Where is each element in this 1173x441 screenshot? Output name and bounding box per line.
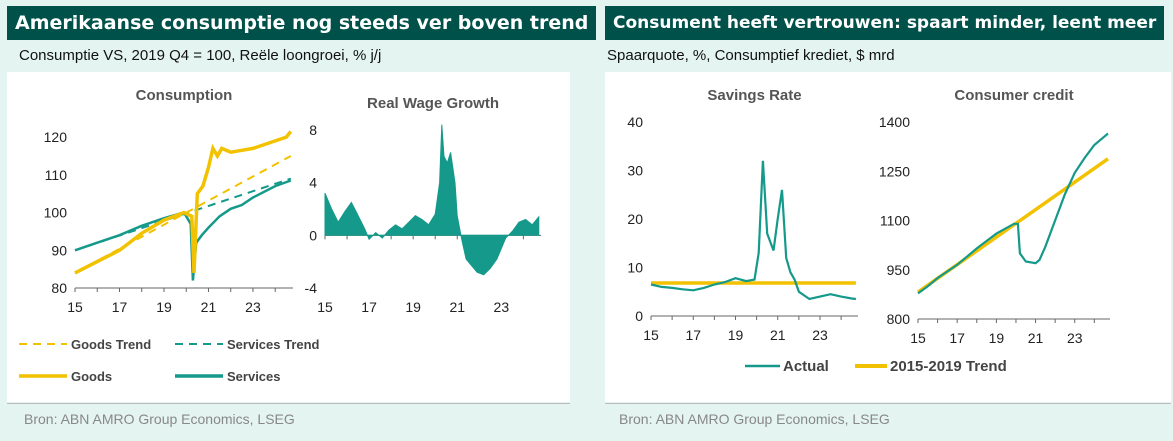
savings-ytick-label: 30 [627, 163, 643, 179]
left-separator [7, 403, 570, 404]
credit-title: Consumer credit [954, 87, 1073, 104]
consumption-ytick-label: 120 [44, 129, 68, 145]
savings-ytick-label: 20 [627, 211, 643, 227]
consumption-ytick-label: 90 [51, 242, 67, 258]
realwage-xtick-label: 21 [449, 299, 465, 315]
series-line-goods [74, 130, 293, 275]
consumption-title: Consumption [136, 87, 233, 104]
credit-xtick-label: 21 [1028, 330, 1044, 346]
realwage-ytick-label: 0 [309, 227, 317, 243]
realwage-area [324, 124, 540, 276]
right-subtitle: Spaarquote, %, Consumptief krediet, $ mr… [607, 47, 895, 64]
savings-ytick-label: 0 [635, 308, 643, 324]
right-separator [605, 403, 1171, 404]
realwage-xtick-label: 15 [317, 299, 333, 315]
savings-xtick-label: 19 [728, 327, 744, 343]
legend-label: Goods [71, 369, 112, 384]
left-chart-area: Consumption 80 90 100 110 120 15 17 19 21 23 Goods … [7, 72, 570, 402]
legend-label: Services [227, 369, 281, 384]
right-panel: Consument heeft vertrouwen: spaart minde… [600, 0, 1173, 441]
left-source: Bron: ABN AMRO Group Economics, LSEG [24, 411, 295, 427]
savings-xtick-label: 21 [770, 327, 786, 343]
consumption-xtick-label: 21 [201, 299, 217, 315]
realwage-xtick-label: 19 [405, 299, 421, 315]
left-panel: Amerikaanse consumptie nog steeds ver bo… [0, 0, 597, 441]
legend-label: Services Trend [227, 337, 320, 352]
savings-xtick-label: 15 [643, 327, 659, 343]
credit-ytick-label: 1100 [880, 213, 910, 229]
savings-title: Savings Rate [707, 87, 801, 104]
left-banner: Amerikaanse consumptie nog steeds ver bo… [7, 6, 597, 40]
savings-ytick-label: 40 [627, 114, 643, 130]
right-chart-area: Savings Rate 0 10 20 30 40 15 17 19 21 23 Consumer … [605, 72, 1171, 402]
consumption-xtick-label: 23 [245, 299, 261, 315]
savings-xtick-label: 23 [812, 327, 828, 343]
consumption-ytick-label: 100 [44, 205, 68, 221]
credit-xtick-label: 17 [949, 330, 965, 346]
savings-xtick-label: 17 [685, 327, 701, 343]
realwage-ytick-label: 4 [309, 175, 317, 191]
consumption-xtick-label: 15 [67, 299, 83, 315]
realwage-ytick-label: 8 [309, 122, 317, 138]
right-chart-svg: Savings Rate 0 10 20 30 40 15 17 19 21 23 Consumer … [627, 87, 1110, 375]
credit-xtick-label: 15 [910, 330, 926, 346]
credit-ytick-label: 950 [887, 262, 911, 278]
credit-xtick-label: 23 [1067, 330, 1083, 346]
right-banner: Consument heeft vertrouwen: spaart minde… [605, 6, 1165, 40]
savings-line-actual [650, 160, 857, 301]
legend-label-actual: Actual [783, 358, 829, 375]
realwage-xtick-label: 23 [494, 299, 510, 315]
consumption-ytick-label: 110 [45, 167, 68, 183]
credit-ytick-label: 1250 [879, 163, 910, 179]
legend-label: Goods Trend [71, 337, 151, 352]
credit-ytick-label: 1400 [879, 114, 910, 130]
legend-label-trend: 2015-2019 Trend [890, 358, 1007, 375]
credit-ytick-label: 800 [887, 311, 911, 327]
consumption-xtick-label: 17 [112, 299, 128, 315]
savings-ytick-label: 10 [627, 260, 643, 276]
credit-xtick-label: 19 [989, 330, 1005, 346]
series-line-services [74, 179, 292, 281]
realwage-title: Real Wage Growth [367, 95, 499, 112]
consumption-ytick-label: 80 [51, 280, 67, 296]
realwage-ytick-label: -4 [305, 280, 318, 296]
realwage-xtick-label: 17 [361, 299, 377, 315]
left-subtitle: Consumptie VS, 2019 Q4 = 100, Reële loon… [19, 47, 382, 64]
consumption-xtick-label: 19 [156, 299, 172, 315]
right-source: Bron: ABN AMRO Group Economics, LSEG [619, 411, 890, 427]
credit-line-actual [917, 132, 1109, 295]
